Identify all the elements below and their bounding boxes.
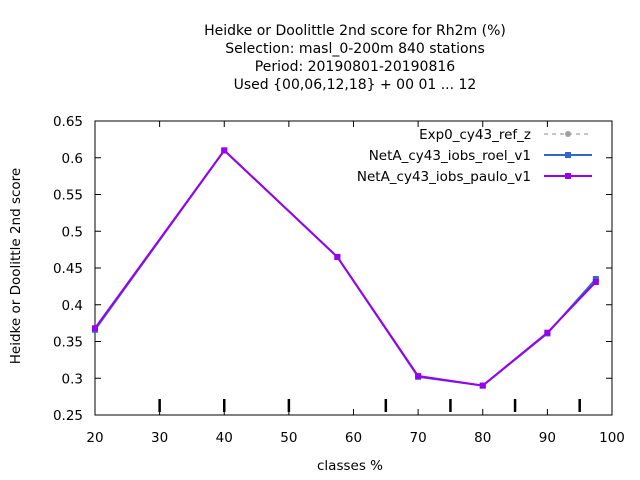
data-point	[92, 325, 98, 332]
data-point	[544, 329, 551, 336]
y-axis-label: Heidke or Doolittle 2nd score	[8, 168, 24, 364]
x-axis-ticks: 20 30 40 50 60 70 80 90 100	[86, 121, 625, 446]
x-tick-label: 90	[539, 430, 556, 446]
y-tick-label: 0.55	[53, 188, 83, 204]
x-tick-label: 30	[151, 430, 168, 446]
series-layer	[92, 147, 599, 389]
legend-swatch-marker	[565, 131, 571, 137]
y-axis-ticks: 0.25 0.3 0.35 0.4 0.45 0.5 0.55 0.6 0.65	[53, 114, 612, 424]
data-point	[415, 373, 422, 380]
y-tick-label: 0.65	[53, 114, 83, 130]
x-tick-label: 80	[474, 430, 491, 446]
legend-label: Exp0_cy43_ref_z	[419, 127, 531, 143]
y-tick-label: 0.35	[53, 335, 83, 351]
x-tick-label: 50	[280, 430, 297, 446]
y-tick-label: 0.5	[62, 224, 83, 240]
chart-title: Heidke or Doolittle 2nd score for Rh2m (…	[204, 23, 506, 93]
x-tick-label: 70	[410, 430, 427, 446]
title-line: Heidke or Doolittle 2nd score for Rh2m (…	[204, 23, 506, 39]
title-line: Used {00,06,12,18} + 00 01 ... 12	[234, 77, 477, 93]
plot-frame	[94, 120, 613, 416]
plot-border	[94, 120, 613, 416]
series-line	[94, 148, 597, 387]
x-axis-label: classes %	[317, 458, 383, 474]
x-tick-label: 20	[86, 430, 103, 446]
y-tick-label: 0.3	[62, 371, 83, 387]
title-line: Period: 20190801-20190816	[255, 59, 455, 75]
y-tick-label: 0.4	[62, 298, 83, 314]
data-point	[334, 253, 341, 260]
data-point	[479, 382, 486, 389]
data-point	[221, 147, 228, 154]
y-tick-label: 0.6	[62, 151, 83, 167]
class-marker-ticks	[158, 399, 581, 412]
legend-label: NetA_cy43_iobs_roel_v1	[369, 148, 531, 164]
data-point	[592, 278, 599, 285]
legend: Exp0_cy43_ref_z NetA_cy43_iobs_roel_v1 Net…	[357, 127, 592, 185]
series-neta-cy43-iobs-paulo-v1	[92, 147, 599, 389]
y-tick-label: 0.25	[53, 408, 83, 424]
legend-item: NetA_cy43_iobs_paulo_v1	[357, 169, 592, 185]
x-tick-label: 40	[216, 430, 233, 446]
title-line: Selection: masl_0-200m 840 stations	[225, 41, 485, 57]
legend-label: NetA_cy43_iobs_paulo_v1	[357, 169, 531, 185]
x-tick-label: 60	[345, 430, 362, 446]
x-tick-label: 100	[599, 430, 625, 446]
legend-item: Exp0_cy43_ref_z	[419, 127, 592, 143]
legend-swatch-marker	[565, 152, 571, 158]
legend-item: NetA_cy43_iobs_roel_v1	[369, 148, 592, 164]
y-tick-label: 0.45	[53, 261, 83, 277]
legend-swatch-marker	[565, 173, 571, 179]
